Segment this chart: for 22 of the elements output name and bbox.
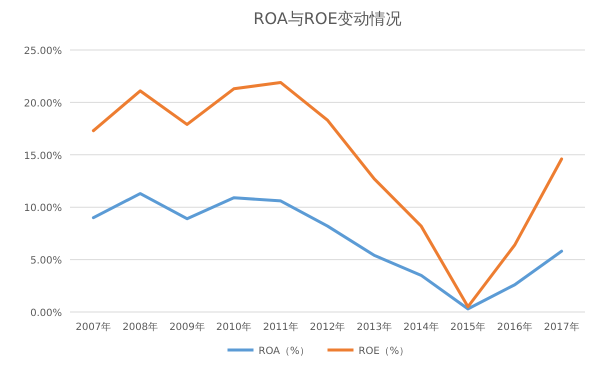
x-tick-label: 2010年 <box>216 321 252 333</box>
x-tick-label: 2015年 <box>450 321 486 333</box>
line-series <box>92 80 564 308</box>
legend-label: ROA（%） <box>258 346 310 357</box>
chart-title: ROA与ROE变动情况 <box>253 9 402 28</box>
legend-label: ROE（%） <box>358 346 410 357</box>
x-tick-label: 2013年 <box>356 321 392 333</box>
y-tick-label: 5.00% <box>30 256 62 267</box>
y-tick-label: 0.00% <box>30 308 62 319</box>
y-tick-label: 25.00% <box>24 46 62 57</box>
x-tick-label: 2016年 <box>497 321 532 333</box>
x-tick-label: 2007年 <box>76 321 112 333</box>
x-tick-label: 2008年 <box>122 321 158 333</box>
line-series <box>92 192 564 310</box>
x-tick-label: 2009年 <box>169 321 205 333</box>
y-tick-label: 15.00% <box>24 150 62 162</box>
x-tick-label: 2014年 <box>403 321 439 333</box>
x-tick-label: 2012年 <box>310 321 346 333</box>
x-tick-label: 2017年 <box>544 321 580 333</box>
x-tick-label: 2011年 <box>262 321 298 333</box>
y-tick-label: 20.00% <box>24 98 62 110</box>
y-tick-label: 10.00% <box>24 203 62 214</box>
